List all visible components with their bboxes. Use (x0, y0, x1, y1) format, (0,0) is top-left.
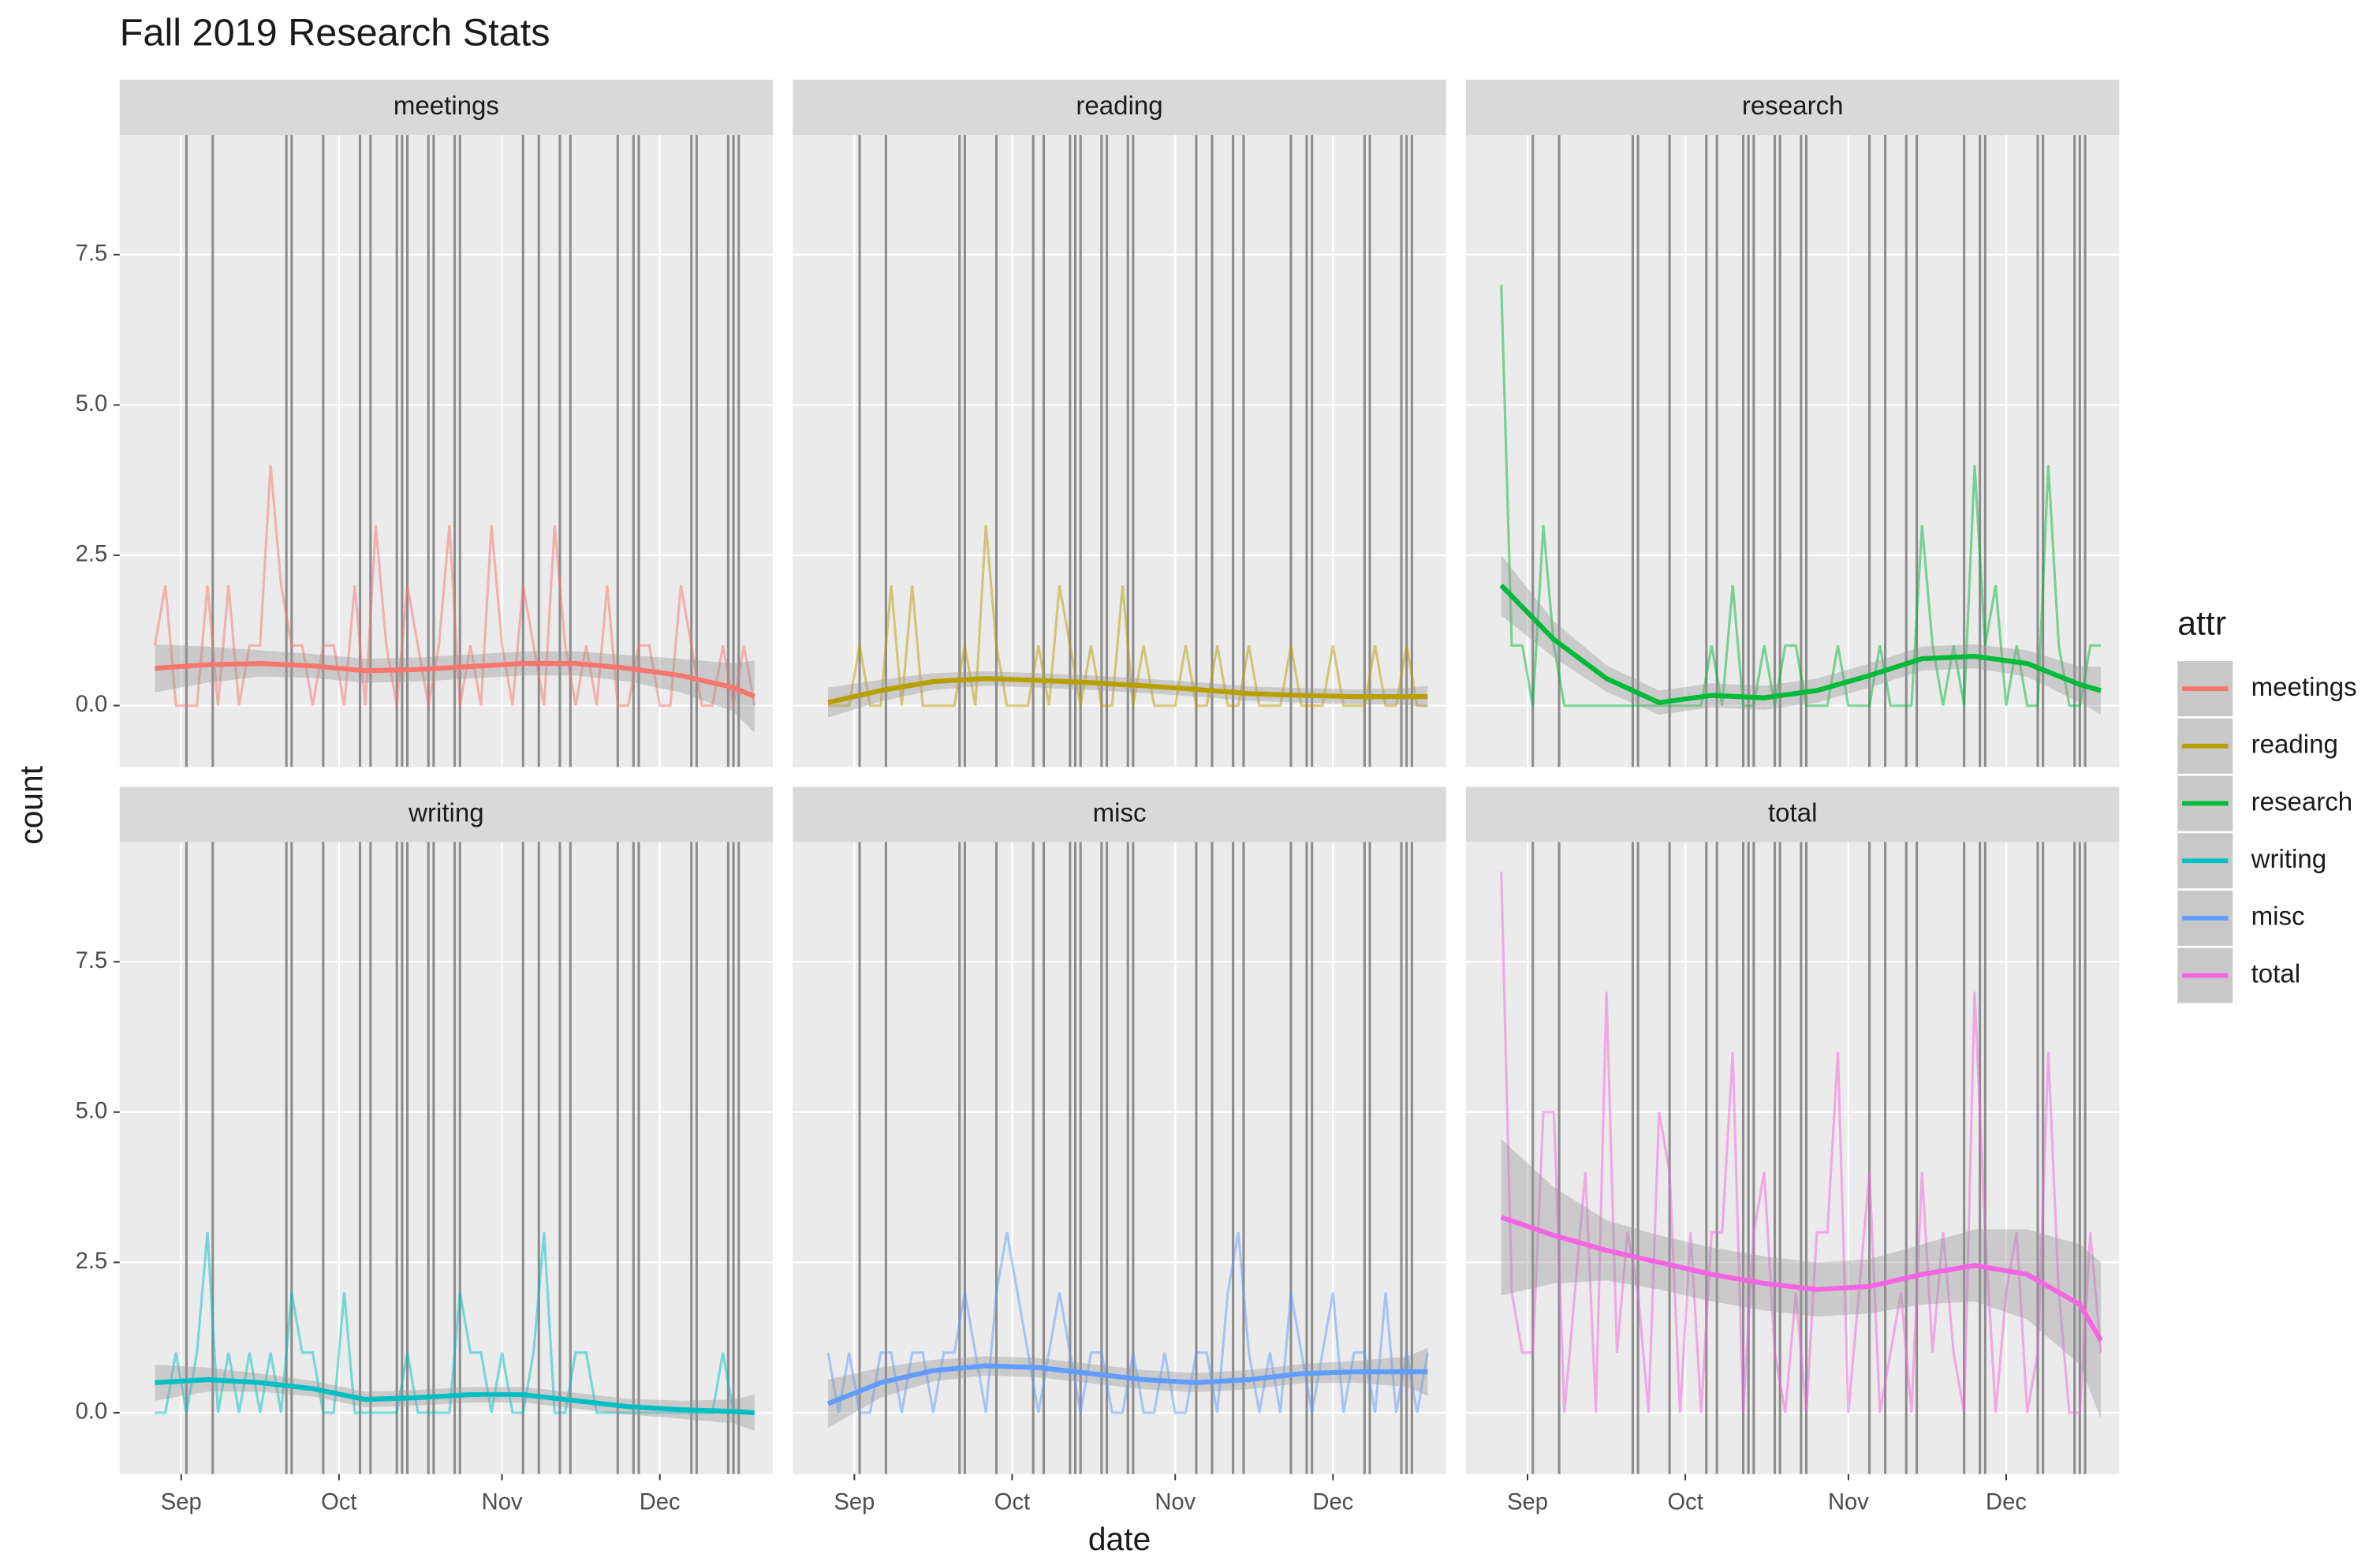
strip-label: research (1742, 92, 1844, 121)
x-tick-label: Oct (321, 1489, 356, 1515)
y-tick-label: 2.5 (76, 542, 108, 567)
smooth-line (155, 1376, 755, 1416)
x-tick-label: Sep (161, 1489, 202, 1515)
strip-label: reading (1076, 92, 1162, 121)
strip-background (1466, 786, 2120, 842)
y-tick-label: 7.5 (76, 241, 108, 267)
y-tick-label: 7.5 (76, 948, 108, 973)
raw-line (1500, 871, 2102, 1414)
smooth-line (155, 661, 755, 699)
raw-line (1500, 284, 2102, 708)
panel-background (119, 135, 774, 768)
smooth-line (826, 1363, 1428, 1406)
x-tick-label: Nov (1828, 1489, 1869, 1515)
confidence-band (828, 671, 1428, 718)
panel-background (119, 842, 774, 1474)
x-axis-title: date (1088, 1521, 1151, 1557)
panel-background (1466, 842, 2120, 1474)
strip-background (119, 80, 774, 136)
x-tick-label: Dec (1312, 1489, 1353, 1515)
legend-title: attr (2177, 605, 2226, 643)
x-tick-label: Oct (1667, 1489, 1703, 1515)
legend-label: writing (2251, 845, 2327, 874)
y-tick-label: 2.5 (76, 1249, 108, 1274)
legend-label: meetings (2251, 673, 2357, 702)
legend-label: reading (2251, 730, 2338, 760)
x-tick-label: Sep (834, 1489, 875, 1515)
strip-background (793, 80, 1446, 136)
y-axis-title: count (13, 765, 50, 845)
y-tick-label: 5.0 (76, 1099, 108, 1124)
confidence-band (1501, 1139, 2102, 1419)
x-tick-label: Dec (1986, 1489, 2027, 1515)
x-tick-label: Sep (1507, 1489, 1548, 1515)
panel-background (793, 135, 1446, 768)
raw-line (153, 465, 756, 708)
x-tick-label: Dec (640, 1489, 681, 1515)
smooth-line (1499, 583, 2102, 705)
strip-label: total (1768, 798, 1817, 827)
legend-label: misc (2251, 902, 2305, 932)
y-tick-label: 0.0 (76, 1399, 108, 1425)
x-tick-label: Nov (482, 1489, 523, 1515)
strip-background (793, 786, 1446, 842)
chart-title: Fall 2019 Research Stats (120, 12, 550, 54)
strip-background (1466, 80, 2120, 136)
confidence-band (1501, 555, 2102, 715)
legend-label: research (2251, 787, 2353, 816)
strip-background (119, 786, 774, 842)
x-tick-label: Oct (994, 1489, 1030, 1515)
strip-label: misc (1093, 798, 1147, 827)
smooth-line (827, 676, 1428, 705)
panel-background (793, 842, 1446, 1474)
x-tick-label: Nov (1155, 1489, 1196, 1515)
y-tick-label: 5.0 (76, 391, 108, 416)
y-tick-label: 0.0 (76, 692, 108, 717)
raw-line (828, 525, 1428, 708)
legend-label: total (2251, 959, 2300, 988)
strip-label: meetings (394, 92, 499, 121)
smooth-line (1500, 1215, 2103, 1343)
raw-line (826, 1231, 1429, 1414)
strip-label: writing (408, 798, 484, 827)
